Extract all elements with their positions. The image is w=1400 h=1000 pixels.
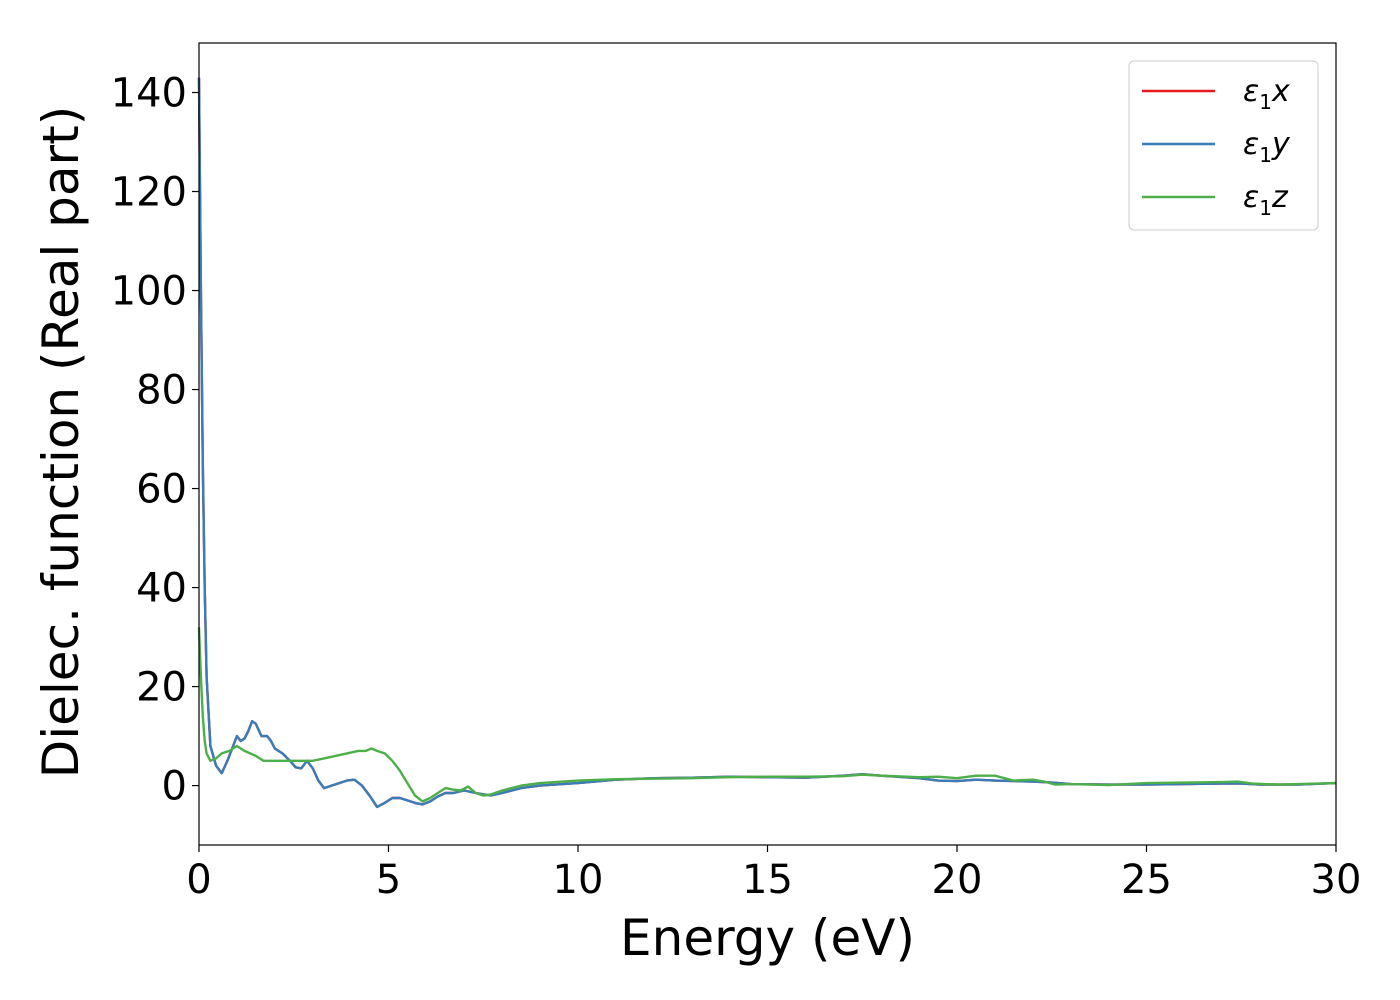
- x-axis-title: Energy (eV): [620, 909, 915, 967]
- x-tick-label: 5: [376, 857, 401, 903]
- y-tick-label: 80: [136, 368, 187, 414]
- series-line-z: [197, 627, 1337, 803]
- x-tick-label: 25: [1121, 857, 1172, 903]
- series-lines: [197, 77, 1337, 809]
- y-tick-label: 20: [136, 665, 187, 711]
- x-tick-label: 20: [932, 857, 983, 903]
- x-tick-label: 10: [553, 857, 604, 903]
- series-line-y: [197, 77, 1337, 809]
- legend-label-y: ε1y: [1243, 127, 1291, 167]
- axis-ticks: 0 5 10 15 20 25 30 0 20 40 60 80 100 120 140: [111, 71, 1362, 903]
- y-axis-title: Dielec. function (Real part): [32, 106, 90, 778]
- y-tick-label: 140: [111, 71, 187, 117]
- x-tick-label: 15: [742, 857, 793, 903]
- y-tick-label: 60: [136, 467, 187, 513]
- legend-box: [1128, 60, 1319, 231]
- legend-label-x: ε1x: [1243, 74, 1290, 114]
- y-tick-label: 40: [136, 566, 187, 612]
- x-tick-label: 0: [186, 857, 211, 903]
- y-tick-label: 100: [111, 269, 187, 315]
- x-tick-label: 30: [1311, 857, 1362, 903]
- legend-label-z: ε1z: [1243, 180, 1289, 220]
- y-tick-label: 0: [162, 764, 187, 810]
- legend: ε1x ε1y ε1z: [1128, 60, 1319, 231]
- y-tick-label: 120: [111, 170, 187, 216]
